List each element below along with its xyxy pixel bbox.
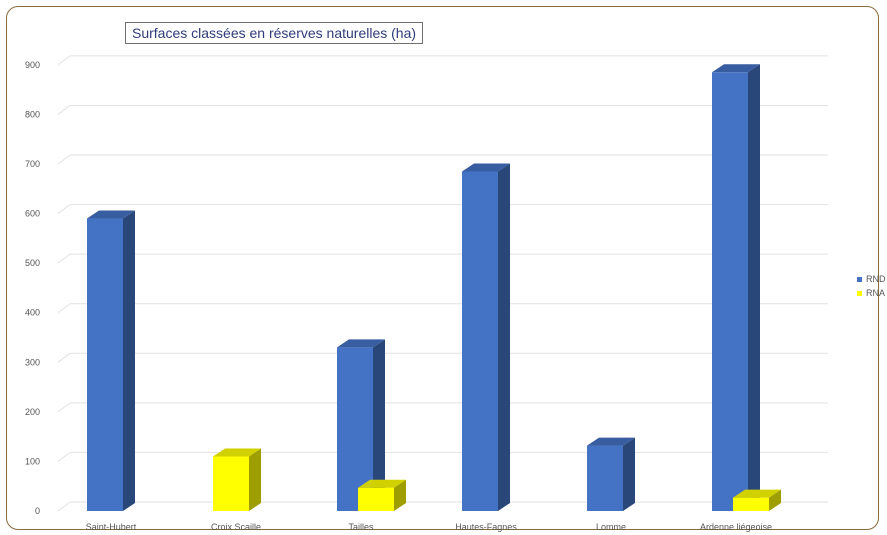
bar-rnd xyxy=(462,163,510,511)
bar-rnd xyxy=(712,64,760,512)
grid-line-diag xyxy=(57,352,71,363)
bar-rna xyxy=(733,489,781,511)
x-tick-label: Ardenne liégeoise xyxy=(700,522,772,532)
grid-line-diag xyxy=(57,204,71,214)
grid-line-diag xyxy=(57,154,71,165)
legend-label: RNA xyxy=(866,288,885,298)
y-tick-label: 800 xyxy=(25,109,40,119)
x-axis-ticks: Saint-Hubert Croix Scaille Tailles Hautes-F… xyxy=(86,522,772,532)
y-tick-label: 700 xyxy=(25,159,40,169)
legend: RND RNA xyxy=(857,274,886,298)
grid-line-diag xyxy=(57,452,71,462)
bar-rna xyxy=(358,479,406,511)
y-axis-ticks: 0 100 200 300 400 500 600 700 800 900 xyxy=(25,60,40,516)
grid-line-diag xyxy=(57,303,71,314)
y-tick-label: 200 xyxy=(25,407,40,417)
grid-line-diag xyxy=(57,55,71,66)
y-tick-label: 400 xyxy=(25,308,40,318)
grid-line-diag xyxy=(57,253,71,264)
legend-swatch xyxy=(857,277,862,282)
x-tick-label: Croix Scaille xyxy=(211,522,261,532)
bar-rnd xyxy=(87,210,135,512)
bars xyxy=(87,64,781,512)
x-tick-label: Lomme xyxy=(596,522,626,532)
bar-rnd xyxy=(587,437,635,511)
x-tick-label: Saint-Hubert xyxy=(86,522,137,532)
y-tick-label: 900 xyxy=(25,60,40,70)
grid-line-diag xyxy=(57,501,71,512)
legend-swatch xyxy=(857,291,862,296)
y-tick-label: 600 xyxy=(25,209,40,219)
y-tick-label: 500 xyxy=(25,258,40,268)
chart-title: Surfaces classées en réserves naturelles… xyxy=(125,22,424,44)
grid-lines xyxy=(57,55,828,512)
y-tick-label: 100 xyxy=(25,456,40,466)
y-tick-label: 0 xyxy=(35,506,40,516)
x-tick-label: Tailles xyxy=(348,522,374,532)
bar-rna xyxy=(213,448,261,511)
x-tick-label: Hautes-Fagnes xyxy=(455,522,517,532)
grid-line-diag xyxy=(57,105,71,115)
grid-line-diag xyxy=(57,402,71,413)
legend-label: RND xyxy=(866,274,886,284)
y-tick-label: 300 xyxy=(25,357,40,367)
